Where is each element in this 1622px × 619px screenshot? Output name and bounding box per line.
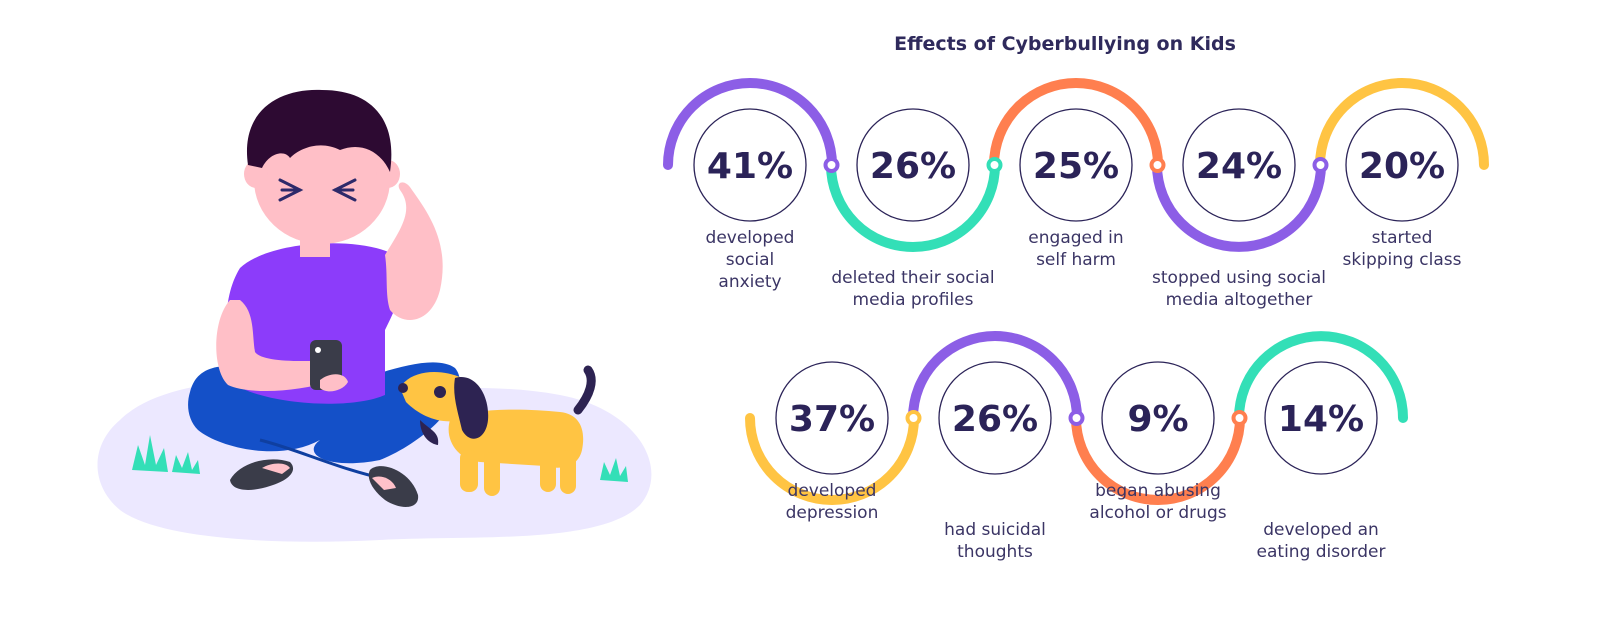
stat-label: started <box>1372 228 1433 248</box>
dog-illustration <box>398 365 596 496</box>
stat-circle <box>1182 108 1296 222</box>
stat-circle <box>775 361 889 475</box>
stat-label: depression <box>786 503 879 523</box>
stat-label: anxiety <box>718 272 781 292</box>
stat-label: skipping class <box>1343 250 1462 270</box>
squinting-eyes <box>278 178 357 202</box>
arc-segment <box>989 78 1163 170</box>
stat-circle <box>1101 361 1215 475</box>
stat-label: self harm <box>1036 250 1116 270</box>
arc-joint <box>1149 157 1166 173</box>
stat-percent: 41% <box>707 146 793 187</box>
stat-percent: 37% <box>789 399 875 440</box>
kid-phone-arm <box>216 300 342 392</box>
stat-label: thoughts <box>957 542 1033 562</box>
kid-with-phone-illustration <box>97 89 652 542</box>
arc-joint <box>1312 157 1329 173</box>
stat-percent: 25% <box>1033 146 1119 187</box>
arc-joint <box>1068 410 1085 426</box>
arc-segment <box>908 331 1082 423</box>
stat-circle <box>1345 108 1459 222</box>
stat-percent: 20% <box>1359 146 1445 187</box>
arc-segment <box>745 413 919 505</box>
arc-joint <box>986 157 1003 173</box>
stat-label: developed <box>706 228 795 248</box>
kid-raised-arm <box>385 182 443 321</box>
stat-percent: 24% <box>1196 146 1282 187</box>
stat-percent: 14% <box>1278 399 1364 440</box>
arc-joint <box>1231 410 1248 426</box>
stat-label: stopped using social <box>1152 268 1326 288</box>
stat-label: developed <box>788 481 877 501</box>
stat-circle <box>938 361 1052 475</box>
stat-label: social <box>726 250 774 270</box>
arc-segment <box>1234 331 1408 423</box>
stat-label: alcohol or drugs <box>1089 503 1226 523</box>
stat-circle <box>1019 108 1133 222</box>
stat-label: deleted their social <box>831 268 994 288</box>
arc-joint <box>823 157 840 173</box>
arc-segment <box>663 78 837 170</box>
stat-label: engaged in <box>1028 228 1123 248</box>
stat-label: eating disorder <box>1257 542 1386 562</box>
stat-percent: 9% <box>1127 399 1188 440</box>
stat-percent: 26% <box>952 399 1038 440</box>
stat-label: media profiles <box>853 290 974 310</box>
chart-title: Effects of Cyberbullying on Kids <box>894 33 1236 55</box>
stat-label: developed an <box>1263 520 1379 540</box>
stat-percent: 26% <box>870 146 956 187</box>
stat-circle <box>856 108 970 222</box>
arc-segment <box>826 160 1000 252</box>
stat-label: began abusing <box>1095 481 1221 501</box>
arc-segment <box>1315 78 1489 170</box>
kid-hair <box>246 89 392 172</box>
arc-joint <box>905 410 922 426</box>
stat-circle <box>1264 361 1378 475</box>
stat-label: media altogether <box>1166 290 1313 310</box>
stat-circle <box>693 108 807 222</box>
arc-segment <box>1071 413 1245 505</box>
stat-label: had suicidal <box>944 520 1046 540</box>
grass-icon <box>132 435 628 482</box>
arc-segment <box>1152 160 1326 252</box>
